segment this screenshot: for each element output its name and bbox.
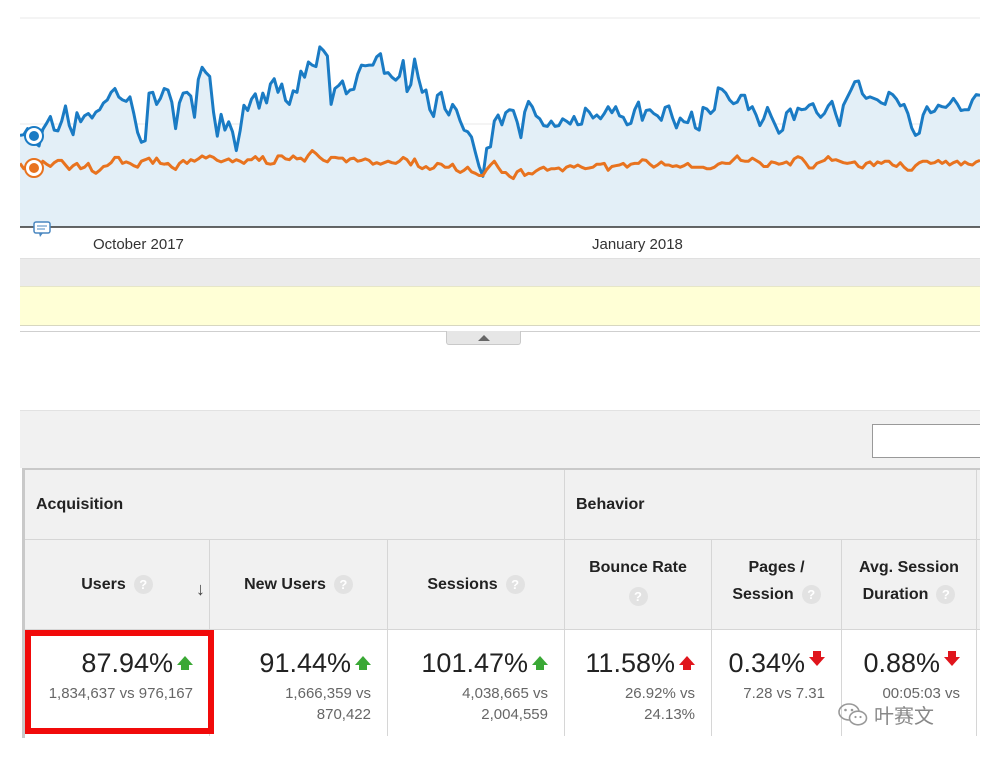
cell-bounce-rate: 11.58% 26.92% vs 24.13%	[565, 630, 712, 736]
column-label: Bounce Rate	[589, 559, 687, 576]
comparison-values-line1: 1,666,359 vs	[285, 685, 371, 702]
percent-change: 91.44%	[210, 648, 371, 679]
cell-new-users: 91.44% 1,666,359 vs 870,422	[210, 630, 388, 736]
chevron-up-icon	[477, 334, 490, 341]
series-b-marker[interactable]	[24, 158, 44, 178]
help-icon[interactable]: ?	[133, 575, 153, 594]
column-header-users[interactable]: Users ? ↓	[25, 540, 210, 629]
help-icon[interactable]: ?	[333, 575, 353, 594]
watermark: 叶赛文	[838, 700, 934, 729]
collapse-annotations-button[interactable]	[446, 331, 521, 345]
comparison-values: 1,834,637 vs 976,167	[48, 685, 193, 702]
cell-avg-session-duration: 0.88% 00:05:03 vs	[842, 630, 977, 736]
column-label-line2-wrap: Duration?	[863, 581, 956, 608]
arrow-up-green-icon	[532, 656, 548, 670]
search-input[interactable]	[872, 424, 980, 458]
arrow-up-green-icon	[355, 656, 371, 670]
percent-change: 0.88%	[842, 648, 960, 679]
help-icon[interactable]: ?	[936, 585, 956, 605]
column-label: Avg. Session	[859, 559, 959, 576]
column-label-line2: Duration	[862, 586, 929, 603]
percent-value: 0.88%	[863, 648, 940, 678]
column-group-row: Acquisition Behavior	[25, 468, 980, 540]
line-chart: October 2017 January 2018	[20, 0, 980, 260]
comparison-values-line1: 26.92% vs	[624, 685, 695, 702]
series-b-line	[20, 149, 980, 181]
arrow-down-red-icon	[944, 651, 960, 666]
arrow-up-green-icon	[177, 656, 193, 670]
help-icon[interactable]: ?	[801, 585, 821, 605]
comparison-values-line1: 4,038,665 vs	[462, 685, 548, 702]
comparison-values-line2: 24.13%	[644, 706, 695, 723]
percent-value: 0.34%	[728, 648, 805, 678]
sort-down-arrow-icon[interactable]: ↓	[196, 579, 205, 599]
series-a-line	[20, 45, 980, 178]
series-a-area	[20, 46, 980, 228]
column-header-new-users[interactable]: New Users ?	[210, 540, 388, 629]
column-header-avg-session-duration[interactable]: Avg. Session Duration?	[842, 540, 977, 629]
help-icon[interactable]: ?	[505, 575, 525, 594]
watermark-text: 叶赛文	[874, 706, 934, 728]
x-tick-label-october-2017: October 2017	[93, 236, 184, 253]
column-label: Sessions	[427, 576, 498, 593]
percent-value: 91.44%	[259, 648, 351, 678]
wechat-icon	[838, 702, 868, 726]
comparison-values: 00:05:03 vs	[882, 685, 960, 702]
percent-value: 11.58%	[585, 648, 675, 678]
report-table: Acquisition Behavior Users ? ↓ New Users…	[22, 468, 980, 738]
arrow-up-red-icon	[679, 656, 695, 670]
column-header-bounce-rate[interactable]: Bounce Rate ?	[565, 540, 712, 629]
column-label: Users	[81, 576, 126, 593]
column-label: Pages /	[748, 559, 805, 576]
column-header-pages-per-session[interactable]: Pages / Session?	[712, 540, 842, 629]
percent-change: 11.58%	[565, 648, 695, 679]
group-header-behavior: Behavior	[565, 470, 977, 540]
percent-change: 101.47%	[388, 648, 548, 679]
arrow-down-red-icon	[809, 651, 825, 666]
chart-svg: October 2017 January 2018	[20, 17, 980, 253]
annotation-icon[interactable]	[33, 221, 51, 237]
x-tick-label-january-2018: January 2018	[592, 236, 683, 253]
help-icon[interactable]: ?	[628, 587, 648, 606]
series-a-marker[interactable]	[24, 126, 44, 146]
comparison-values: 7.28 vs 7.31	[743, 685, 825, 702]
cell-users: 87.94% 1,834,637 vs 976,167	[25, 630, 210, 736]
totals-row: 87.94% 1,834,637 vs 976,167 91.44% 1,666…	[25, 630, 980, 736]
column-label-line2: Session	[732, 586, 794, 603]
column-header-sessions[interactable]: Sessions ?	[388, 540, 565, 629]
group-header-acquisition: Acquisition	[25, 470, 565, 540]
percent-change: 87.94%	[25, 648, 193, 679]
column-label-line2-wrap: Session?	[732, 581, 821, 608]
percent-value: 101.47%	[421, 648, 528, 678]
comparison-values-line2: 870,422	[316, 706, 371, 723]
cell-sessions: 101.47% 4,038,665 vs 2,004,559	[388, 630, 565, 736]
column-label: New Users	[244, 576, 326, 593]
comparison-values-line2: 2,004,559	[481, 706, 548, 723]
column-header-row: Users ? ↓ New Users ? Sessions ? Bounce …	[25, 540, 980, 630]
chart-range-strip[interactable]	[20, 258, 980, 286]
percent-value: 87.94%	[81, 648, 173, 678]
cell-pages-per-session: 0.34% 7.28 vs 7.31	[712, 630, 842, 736]
annotation-panel	[20, 286, 980, 326]
percent-change: 0.34%	[712, 648, 825, 679]
table-toolbar	[20, 410, 980, 468]
